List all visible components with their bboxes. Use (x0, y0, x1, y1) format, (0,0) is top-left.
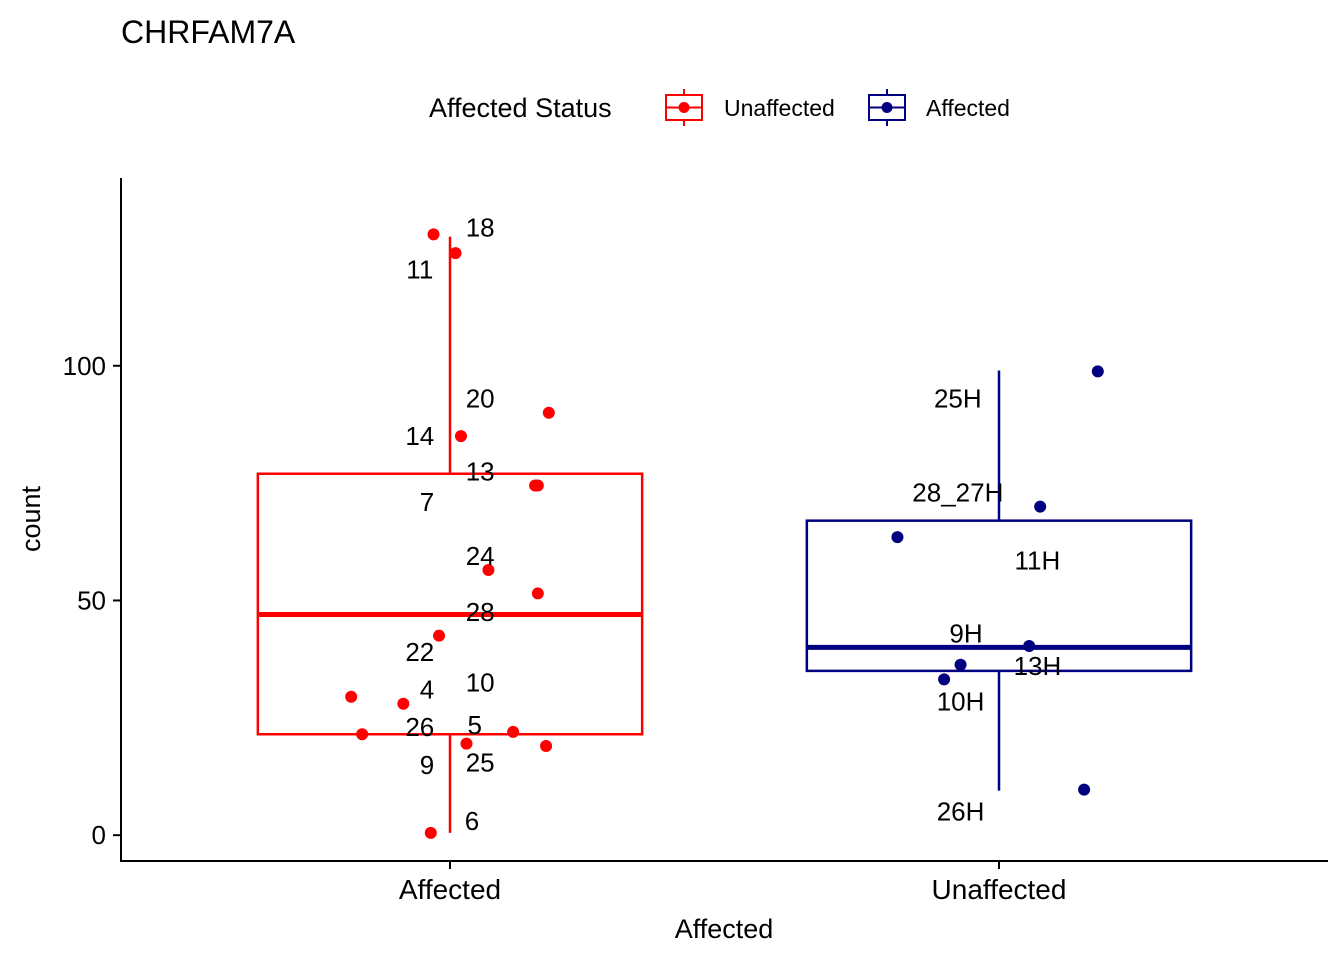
x-ticks: Affected Unaffected (399, 861, 1067, 905)
point-label-26: 26 (405, 712, 434, 742)
point-25 (460, 737, 473, 750)
point-label-24: 24 (466, 541, 495, 571)
point-label-9h: 9H (949, 618, 982, 648)
box-layer (256, 236, 1193, 833)
point-22 (433, 629, 446, 642)
point-24 (482, 563, 495, 576)
point-label-13h: 13H (1014, 651, 1062, 681)
point-26h (1078, 783, 1091, 796)
point-label-4: 4 (420, 675, 434, 705)
point-label-10h: 10H (937, 686, 985, 716)
point-5 (507, 725, 520, 738)
y-ticks: 0 50 100 (63, 351, 121, 850)
point-25h (1091, 365, 1104, 378)
point-9 (540, 739, 553, 752)
y-axis-label: count (16, 485, 46, 552)
point-label-28: 28 (466, 597, 495, 627)
point-4 (397, 697, 410, 710)
legend-key-unaffected (665, 89, 703, 126)
point-28-27h (1034, 500, 1047, 513)
legend-label-affected: Affected (926, 95, 1010, 121)
x-tick-label-affected: Affected (399, 874, 501, 905)
point-label-22: 22 (405, 637, 434, 667)
point-label-14: 14 (405, 421, 434, 451)
point-label-10: 10 (466, 668, 495, 698)
point-18 (427, 228, 440, 241)
point-label-25: 25 (466, 747, 495, 777)
point-label-18: 18 (466, 212, 495, 242)
point-11 (449, 247, 462, 260)
legend-key-point-unaffected (678, 102, 690, 113)
point-14 (454, 430, 467, 443)
legend-key-point-affected (881, 102, 893, 113)
point-9h (1023, 640, 1036, 653)
box-unaffected (805, 519, 1193, 673)
point-label-6: 6 (465, 806, 479, 836)
y-tick-label-50: 50 (77, 585, 106, 615)
point-label-11h: 11H (1015, 546, 1061, 576)
point-label-25h: 25H (934, 384, 982, 414)
point-7 (531, 479, 544, 492)
legend: Affected Status Unaffected Affected (429, 89, 1010, 126)
legend-label-unaffected: Unaffected (724, 95, 835, 121)
point-label-28-27h: 28_27H (912, 478, 1003, 508)
legend-key-affected (868, 89, 906, 126)
point-label-11: 11 (406, 255, 433, 285)
point-layer (345, 228, 1104, 839)
chart-title: CHRFAM7A (121, 14, 296, 50)
point-label-layer: 18 11 20 14 13 7 24 28 22 10 4 5 26 25 9 6 25H 28_27H 11H 9… (405, 212, 1061, 836)
point-28 (531, 587, 544, 600)
point-10h (938, 673, 951, 686)
box-affected (256, 472, 644, 736)
point-20 (542, 406, 555, 419)
x-tick-label-unaffected: Unaffected (932, 874, 1067, 905)
point-label-9: 9 (420, 750, 434, 780)
point-10 (345, 690, 358, 703)
point-26 (356, 728, 369, 741)
y-tick-label-0: 0 (92, 820, 106, 850)
point-13h (954, 658, 967, 671)
point-label-20: 20 (466, 384, 495, 414)
point-label-26h: 26H (937, 797, 985, 827)
x-axis-label: Affected (675, 914, 774, 944)
point-label-13: 13 (466, 456, 495, 486)
point-label-7: 7 (420, 487, 434, 517)
point-11h (891, 531, 904, 544)
point-label-5: 5 (467, 710, 481, 740)
point-6 (424, 826, 437, 839)
legend-title: Affected Status (429, 93, 612, 123)
y-tick-label-100: 100 (63, 351, 106, 381)
